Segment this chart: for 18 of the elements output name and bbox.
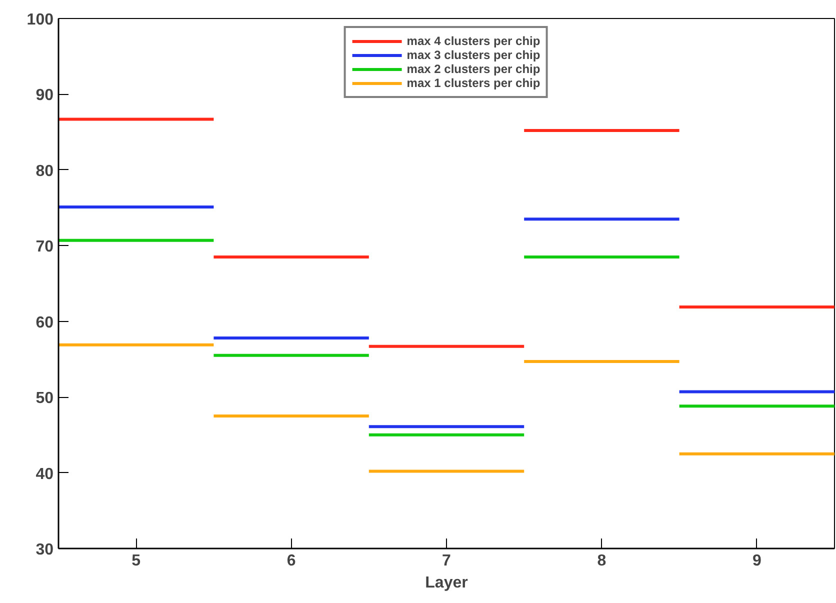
y-tick-label: 30: [36, 542, 54, 558]
x-tick-label: 8: [597, 552, 606, 570]
y-tick-label: 80: [36, 162, 54, 180]
y-tick-label: 40: [36, 466, 54, 483]
legend-label: max 3 clusters per chip: [406, 48, 540, 62]
x-tick-label: 7: [442, 552, 452, 570]
y-tick-label: 60: [36, 314, 54, 332]
x-tick-label: 6: [286, 552, 296, 570]
legend-label: max 2 clusters per chip: [406, 62, 540, 76]
x-tick-label: 5: [132, 552, 141, 570]
y-tick-label: 70: [36, 238, 54, 256]
x-tick-label: 9: [752, 552, 762, 570]
y-tick-label: 90: [36, 87, 54, 104]
y-tick-label: 100: [26, 12, 54, 28]
y-tick-label: 50: [36, 390, 54, 408]
x-axis-title: Layer: [425, 574, 468, 592]
legend-label: max 4 clusters per chip: [406, 34, 540, 48]
legend-label: max 1 clusters per chip: [406, 76, 540, 90]
